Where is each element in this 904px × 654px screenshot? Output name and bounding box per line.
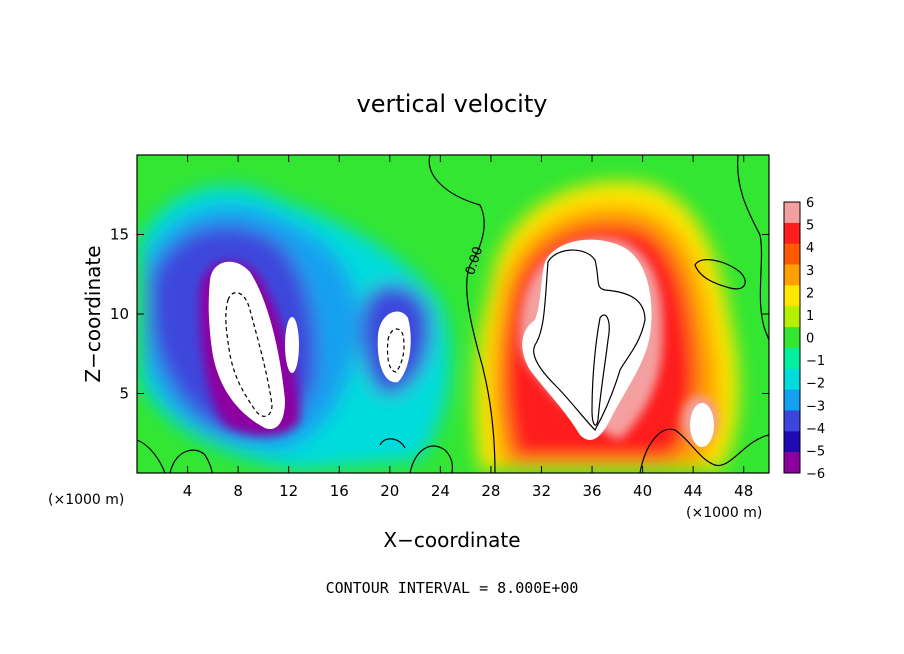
updraft-saturated-east (690, 403, 714, 447)
x-tick-label: 32 (532, 482, 551, 500)
contour-ne-loop (694, 259, 746, 290)
zero-contour-bottom-mid (379, 438, 454, 473)
downdraft-contour-west (225, 292, 273, 417)
y-tick-label: 5 (119, 385, 129, 403)
updraft-contour-inner (533, 249, 646, 431)
contour-lines (137, 155, 769, 473)
colorbar-swatch (784, 264, 800, 286)
colorbar-tick-label: 6 (806, 196, 814, 211)
plot-area: 0.00 (137, 155, 769, 473)
colorbar-swatch (784, 368, 800, 391)
x-tick-label: 20 (380, 482, 399, 500)
colorbar-swatch (784, 222, 800, 245)
colorbar-tick-label: 0 (806, 332, 814, 347)
colorbar-swatch (784, 389, 800, 411)
colorbar-tick-label: 1 (806, 309, 814, 324)
colorbar-tick-label: 4 (806, 241, 814, 256)
downdraft-saturated-west (208, 261, 285, 430)
x-unit-left: (×1000 m) (48, 492, 124, 508)
chart-title: vertical velocity (357, 90, 548, 118)
x-tick-label: 12 (279, 482, 298, 500)
colorbar-swatch (784, 452, 800, 474)
colorbar-tick-label: 5 (806, 219, 814, 234)
zero-contour-west (428, 155, 496, 473)
updraft-contour-core (591, 314, 610, 426)
colorbar-tick-label: −4 (806, 422, 825, 437)
colorbar-swatch (784, 347, 800, 370)
x-tick-label: 8 (233, 482, 243, 500)
y-tick-label: 15 (110, 226, 129, 244)
colorbar-tick-label: 2 (806, 286, 814, 301)
x-tick-label: 24 (431, 482, 450, 500)
colorbar-tick-label: −6 (806, 467, 825, 482)
colorbar: 6 5 4 3 2 1 0 −1 −2 −3 −4 −5 −6 (783, 196, 825, 482)
colorbar-swatch (784, 306, 800, 328)
x-tick-label: 28 (481, 482, 500, 500)
x-tick-label: 16 (330, 482, 349, 500)
x-tick-label: 48 (734, 482, 753, 500)
x-axis-label: X−coordinate (383, 528, 520, 552)
zero-contour-bottom-right (639, 428, 769, 473)
colorbar-swatch (784, 410, 800, 432)
downdraft-contour-mid (386, 328, 405, 373)
colorbar-tick-label: −2 (806, 377, 825, 392)
colorbar-swatch (784, 285, 800, 307)
colorbar-swatch (784, 431, 800, 453)
colorbar-tick-label: −5 (806, 444, 825, 459)
downdraft-saturated-mid (377, 311, 411, 383)
x-tick-label: 40 (633, 482, 652, 500)
x-unit-right: (×1000 m) (686, 505, 762, 521)
colorbar-tick-label: −1 (806, 354, 825, 369)
colorbar-swatch (784, 243, 800, 266)
updraft-saturated-main (522, 239, 652, 440)
x-tick-label: 4 (183, 482, 193, 500)
colorbar-swatch (784, 202, 800, 224)
y-axis-label: Z−coordinate (81, 245, 105, 382)
downdraft-saturated-small (285, 317, 299, 373)
x-tick-label: 36 (582, 482, 601, 500)
colorbar-tick-label: −3 (806, 399, 825, 414)
x-tick-label: 44 (684, 482, 703, 500)
colorbar-frame (783, 201, 801, 474)
saturated-cells (208, 239, 714, 447)
y-tick-label: 10 (110, 305, 129, 323)
zero-contour-east (737, 155, 769, 341)
colorbar-tick-label: 3 (806, 264, 814, 279)
contour-interval-footer: CONTOUR INTERVAL = 8.000E+00 (326, 579, 579, 597)
colorbar-swatch (784, 327, 800, 349)
zero-contour-bottom-left (137, 439, 213, 473)
